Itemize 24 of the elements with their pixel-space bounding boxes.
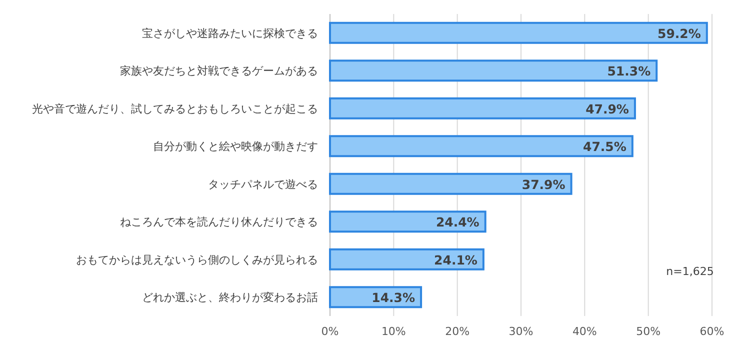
category: 家族や友だちと対戦できるゲームがある [120,64,318,78]
category: おもてからは見えないうら側のしくみが見られる [76,253,318,266]
annotation: n=1,625 [666,265,714,278]
data-label: 14.3% [372,290,416,306]
xtick: 50% [636,325,661,338]
xtick: 10% [381,325,406,338]
xtick: 60% [700,325,724,338]
xtick: 40% [572,325,597,338]
data-label: 37.9% [522,176,566,192]
data-label: 47.9% [586,101,629,116]
xtick: 0% [321,325,339,338]
category: どれか選ぶと、終わりが変わるお話 [142,291,318,304]
category: 自分が動くと絵や映像が動きだす [153,140,318,154]
data-label: 47.5% [583,139,626,154]
category: ねころんで本を読んだり休んだりできる [120,216,318,229]
data-label: 24.4% [436,214,480,230]
xtick: 20% [445,325,470,338]
data-label: 59.2% [658,26,701,41]
data-label: 24.1% [434,252,478,268]
category: 宝さがしや迷路みたいに探検できる [142,26,318,40]
xtick: 30% [508,325,534,338]
category: タッチパネルで遊べる [208,178,318,191]
category: 光や音で遊んだり、試してみるとおもしろいことが起こる [32,102,318,116]
data-label: 51.3% [607,64,651,79]
